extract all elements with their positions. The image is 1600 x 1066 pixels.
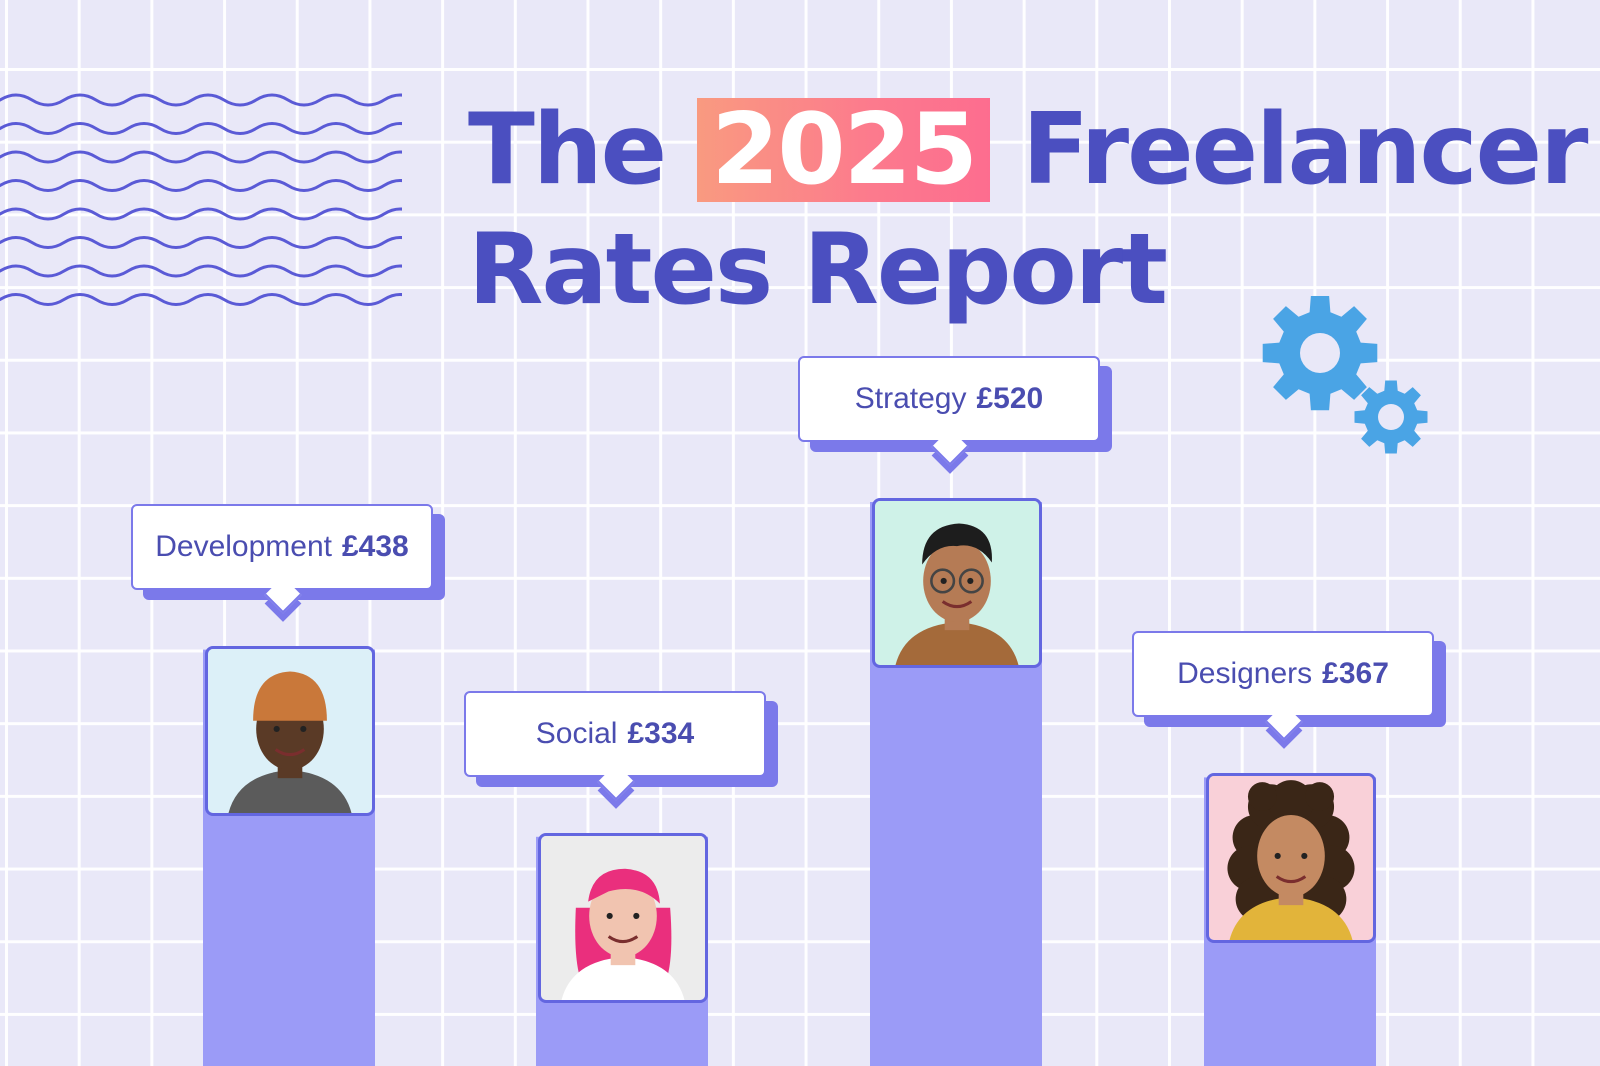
category-label: Strategy (854, 382, 967, 415)
title-line-2: Rates Report (468, 213, 1168, 327)
category-label: Development (155, 529, 332, 563)
value-callout-social: Social £334 (464, 690, 766, 801)
value-label: £438 (342, 529, 409, 563)
value-callout-designers: Designers £367 (1132, 631, 1434, 741)
gears-icon (1262, 296, 1428, 454)
title-prefix: The (468, 93, 667, 207)
avatar-designers (1206, 773, 1376, 944)
value-callout-development: Development £438 (131, 503, 433, 613)
category-label: Social (535, 716, 618, 750)
avatar-strategy (872, 498, 1042, 668)
report-title: The 2025 Freelancer Rates Report (468, 90, 1588, 330)
wavy-lines-icon (0, 93, 402, 306)
value-label: £367 (1322, 657, 1389, 691)
value-callout-strategy: Strategy £520 (798, 356, 1100, 466)
value-label: £520 (976, 382, 1044, 415)
category-label: Designers (1177, 657, 1313, 691)
title-year-highlight: 2025 (697, 98, 990, 202)
avatar-development (205, 645, 375, 816)
avatar-social (538, 832, 708, 1003)
title-suffix: Freelancer (1022, 93, 1588, 207)
value-label: £334 (627, 716, 695, 750)
